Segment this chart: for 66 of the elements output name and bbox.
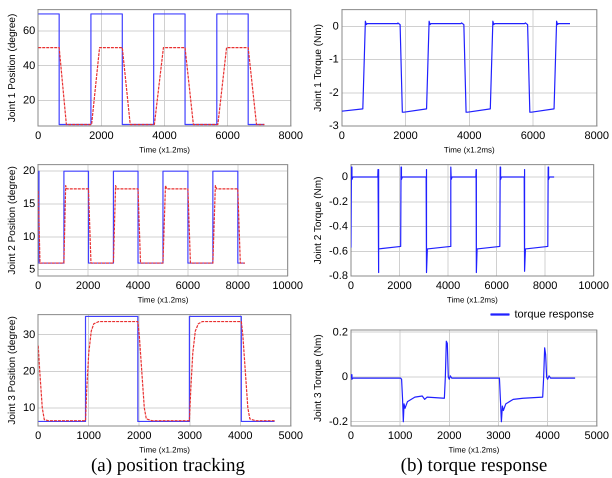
y-axis-title: Joint 2 Position (degree) [6, 166, 18, 275]
y-tick-label: 60 [22, 25, 36, 38]
y-axis-title: Joint 3 Torque (Nm) [312, 334, 324, 422]
x-axis-title: Time (x1.2ms) [444, 145, 496, 154]
y-tick-label: 20 [22, 165, 36, 178]
y-tick-label: -3 [329, 120, 339, 132]
y-tick-label: 20 [22, 94, 36, 106]
y-axis-title: Joint 1 Torque (Nm) [312, 24, 324, 112]
x-tick-label: 8000 [226, 280, 250, 292]
y-axis-title: Joint 1 Position (degree) [6, 14, 18, 122]
y-tick-label: -0.2 [328, 416, 348, 428]
text: (a) position tracking [90, 455, 246, 477]
x-tick-label: 4000 [436, 280, 460, 292]
x-tick-label: 6000 [176, 280, 200, 292]
y-tick-label: 20 [22, 365, 36, 378]
y-tick-label: 10 [22, 402, 36, 414]
x-axis-title: Time (x1.2ms) [138, 295, 189, 304]
y-tick-label: 0 [342, 171, 348, 184]
y-tick-label: -0.2 [328, 196, 348, 208]
x-tick-label: 6000 [520, 130, 546, 142]
x-tick-label: 8000 [584, 130, 610, 142]
x-tick-label: 5000 [584, 430, 610, 442]
y-tick-label: 30 [22, 328, 36, 341]
x-tick-label: 6000 [484, 280, 509, 292]
x-tick-label: 2000 [127, 430, 152, 442]
line-series [38, 185, 246, 264]
text: (b) torque response [400, 455, 548, 477]
y-tick-label: 10 [22, 230, 36, 243]
x-tick-label: 6000 [215, 130, 240, 142]
x-tick-label: 4000 [126, 280, 150, 292]
x-tick-label: 2000 [89, 130, 114, 142]
x-axis-title: Time (x1.2ms) [139, 145, 190, 154]
x-tick-label: 10000 [272, 280, 304, 292]
x-tick-label: 2000 [393, 130, 418, 142]
x-tick-label: 8000 [532, 280, 558, 292]
y-tick-label: -2 [329, 86, 339, 99]
y-axis-title: Joint 3 Position (degree) [6, 316, 18, 425]
x-axis-title: Time (x1.2ms) [448, 445, 500, 454]
y-tick-label: -0.6 [328, 245, 348, 258]
x-tick-label: 4000 [228, 430, 252, 442]
x-tick-label: 10000 [578, 280, 610, 292]
y-tick-label: -0.8 [328, 270, 348, 282]
x-tick-label: 3000 [178, 430, 202, 442]
x-tick-label: 4000 [535, 430, 560, 442]
x-tick-label: 8000 [278, 130, 304, 142]
legend-label: torque response [514, 308, 594, 321]
x-tick-label: 2000 [76, 280, 100, 292]
y-tick-label: 15 [22, 198, 36, 210]
x-tick-label: 2000 [387, 280, 412, 292]
x-tick-label: 4000 [457, 130, 482, 142]
x-tick-label: 4000 [152, 130, 177, 142]
x-axis-title: Time (x1.2ms) [446, 295, 498, 304]
x-tick-label: 3000 [486, 430, 511, 442]
y-tick-label: 5 [29, 264, 36, 276]
y-tick-label: 0 [342, 371, 348, 384]
x-axis-title: Time (x1.2ms) [139, 445, 190, 454]
y-tick-label: -1 [329, 54, 339, 66]
x-tick-label: 5000 [278, 430, 304, 442]
y-tick-label: 40 [22, 60, 36, 72]
y-tick-label: 0.2 [332, 326, 348, 338]
x-tick-label: 1000 [388, 430, 412, 442]
x-tick-label: 1000 [76, 430, 101, 442]
x-tick-label: 2000 [437, 430, 462, 442]
y-axis-title: Joint 2 Torque (Nm) [312, 176, 324, 264]
y-tick-label: -0.4 [328, 220, 348, 233]
y-tick-label: 0 [332, 20, 339, 32]
